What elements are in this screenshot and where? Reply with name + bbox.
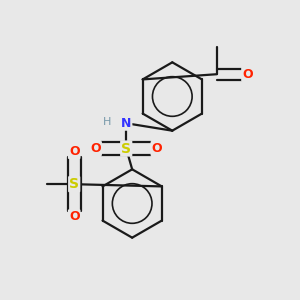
Text: N: N: [121, 117, 131, 130]
Text: S: S: [121, 142, 131, 155]
Text: O: O: [152, 142, 162, 155]
Text: O: O: [69, 145, 80, 158]
Text: O: O: [69, 210, 80, 224]
Text: O: O: [242, 68, 253, 81]
Text: H: H: [103, 117, 111, 127]
Text: S: S: [69, 177, 79, 191]
Text: O: O: [90, 142, 101, 155]
